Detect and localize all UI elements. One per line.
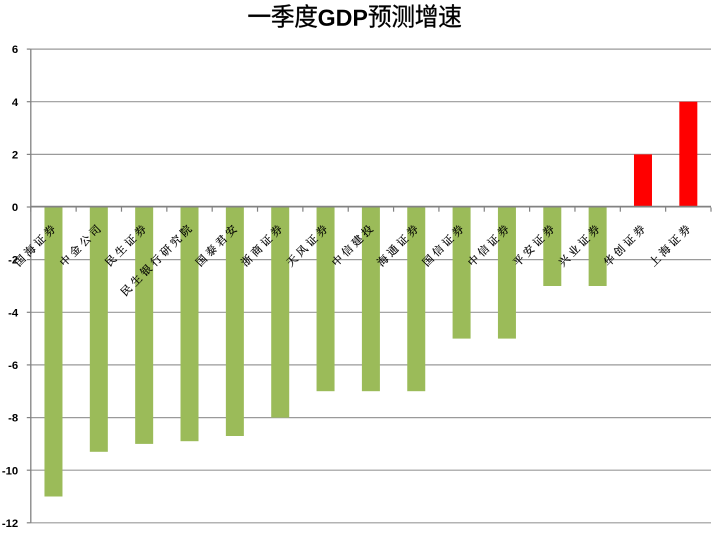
svg-text:6: 6 bbox=[12, 44, 18, 56]
svg-text:-6: -6 bbox=[8, 360, 18, 372]
svg-text:0: 0 bbox=[12, 202, 18, 214]
svg-text:2: 2 bbox=[12, 150, 18, 162]
svg-text:-12: -12 bbox=[2, 518, 18, 530]
svg-text:-2: -2 bbox=[8, 255, 18, 267]
svg-text:4: 4 bbox=[12, 97, 19, 109]
svg-text:-4: -4 bbox=[8, 307, 19, 319]
svg-text:-8: -8 bbox=[8, 413, 18, 425]
svg-text:-10: -10 bbox=[2, 465, 18, 477]
